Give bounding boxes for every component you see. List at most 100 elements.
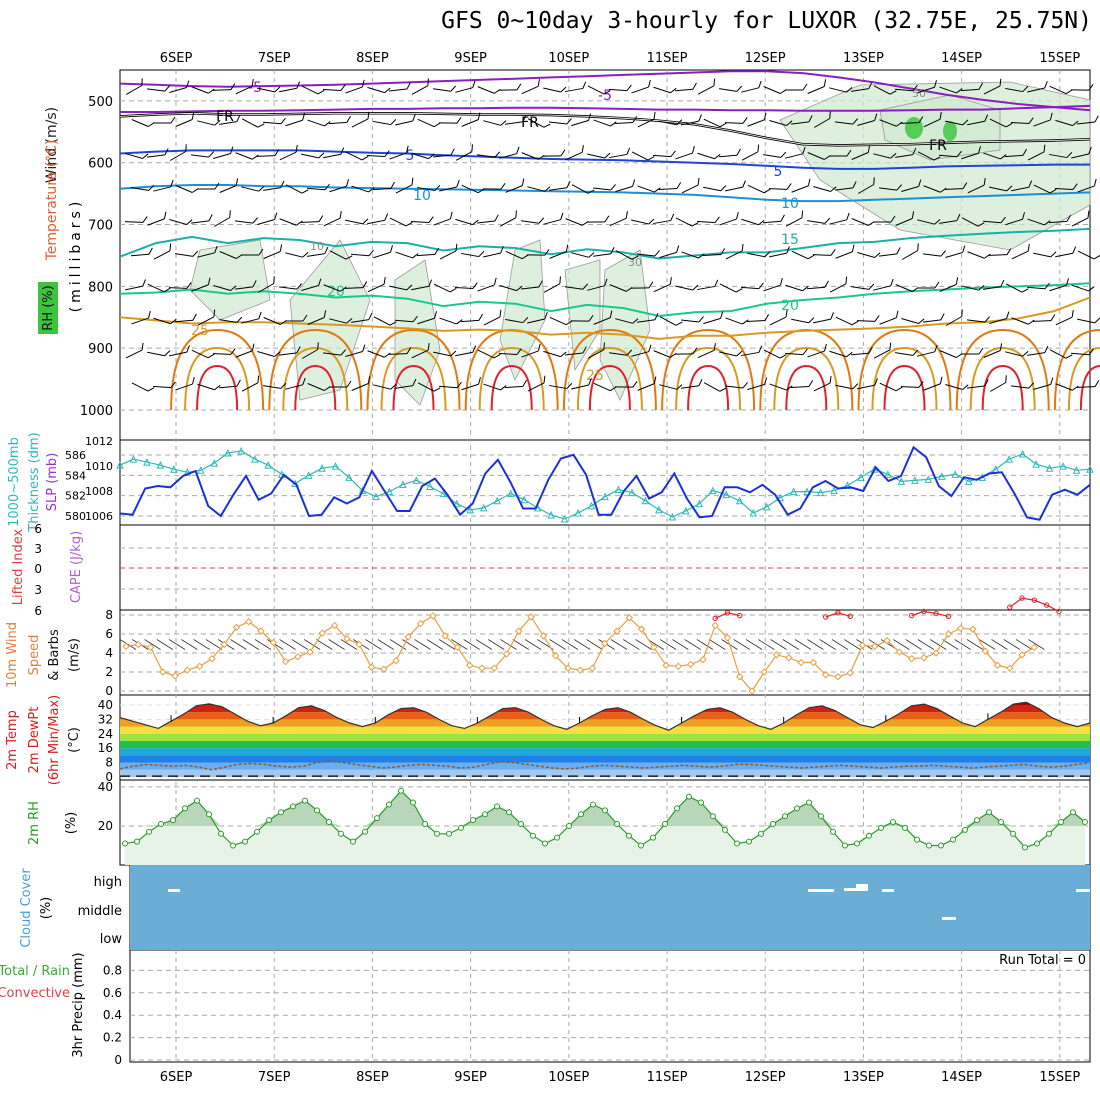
wind-barb	[895, 147, 917, 158]
wind-barb-flag	[1088, 147, 1092, 155]
wind-barb	[740, 282, 764, 290]
lifted-index-line	[825, 612, 851, 618]
thickness-marker	[331, 462, 340, 470]
wind-barb-staff	[1049, 85, 1067, 95]
wind-barb-flag	[786, 120, 793, 126]
thickness-marker	[520, 495, 528, 504]
wind-barb-flag	[384, 352, 391, 358]
wind-barb	[147, 211, 167, 226]
thickness-marker	[668, 512, 677, 521]
wind-barb-flag	[581, 145, 584, 153]
wind-barb-staff	[323, 284, 341, 292]
wind-barb-staff	[895, 154, 913, 158]
wind-barb	[307, 119, 331, 127]
rh-marker	[302, 797, 308, 804]
wind-barb	[873, 85, 897, 95]
wind-barb-flag	[544, 186, 551, 192]
wind-barb	[614, 116, 638, 124]
thickness-marker	[385, 487, 394, 496]
wind-barb-staff	[372, 187, 392, 191]
wind-barb	[945, 309, 963, 326]
wind-speed-marker	[748, 687, 756, 695]
wind-barb-flag	[675, 321, 683, 326]
wind-barb	[417, 311, 437, 325]
wind-barb	[967, 379, 989, 389]
wind-barb	[967, 251, 991, 259]
wind-barb-staff	[719, 218, 737, 226]
wind-barb-flag	[757, 144, 760, 152]
thickness-marker	[722, 490, 731, 499]
wind-barb-flag	[582, 346, 587, 354]
wind-barb-staff	[477, 86, 495, 94]
lifted-index-marker	[712, 615, 718, 622]
thickness-marker	[156, 461, 165, 469]
wind-barb-flag	[207, 277, 211, 285]
panel-frame	[119, 439, 1091, 526]
wind-barb-flag	[280, 180, 285, 188]
warm-isotherm	[1067, 347, 1100, 411]
wind-barb	[1048, 214, 1071, 224]
isotherm-line	[119, 70, 1091, 112]
rh-marker	[146, 828, 152, 835]
wind-tick: 8	[105, 608, 113, 622]
wind-barb	[279, 283, 303, 290]
wind-barb-flag	[918, 318, 925, 324]
wind-barb-staff	[702, 254, 722, 256]
wind-barb	[608, 84, 632, 92]
wind-barb-flag	[735, 288, 743, 293]
rh-marker	[1082, 819, 1088, 826]
axis-label-wind: Wind (m/s)	[44, 107, 60, 183]
wind-barb-flag	[559, 276, 561, 284]
thickness-marker	[345, 473, 353, 481]
isotherm-label: FR	[216, 109, 234, 125]
wind-barb	[329, 250, 353, 260]
wind-barb	[593, 310, 613, 325]
wind-barb-flag	[302, 314, 308, 322]
rh-marker	[374, 815, 380, 822]
wind-barb	[373, 383, 397, 390]
wind-barb-staff	[219, 121, 237, 125]
surface-wind-barb	[144, 639, 161, 650]
wind-barb-flag	[632, 380, 638, 388]
wind-barb-flag	[956, 150, 962, 158]
wind-barb-staff	[857, 120, 875, 126]
wind-barb	[438, 381, 462, 389]
wind-barb-staff	[1076, 386, 1096, 388]
wind-barb-flag	[384, 150, 390, 157]
wind-barb-staff	[256, 155, 276, 157]
wind-barb-staff	[784, 352, 804, 356]
wind-barb	[681, 251, 705, 259]
wind-barb	[631, 79, 651, 94]
wind-barb-staff	[235, 152, 253, 160]
wind-barb-staff	[565, 218, 583, 226]
date-label-top: 15SEP	[1039, 51, 1080, 66]
slp-tick: 1006	[85, 510, 113, 523]
wind-barb-staff	[812, 254, 832, 256]
wind-barb	[829, 212, 850, 225]
wind-barb-flag	[1005, 375, 1007, 383]
wind-barb	[131, 382, 155, 392]
wind-barb	[147, 85, 171, 92]
wind-barb	[829, 86, 853, 93]
wind-barb	[835, 316, 859, 326]
wind-barb-staff	[967, 385, 985, 389]
wind-barb-flag	[977, 222, 985, 227]
wind-barb-flag	[324, 183, 330, 191]
axis-label-wind10m: (m/s)	[67, 638, 82, 672]
wind-barb-flag	[560, 212, 564, 220]
surface-wind-barb	[807, 639, 824, 650]
wind-barb-flag	[626, 84, 632, 91]
wind-barb	[702, 248, 726, 256]
wind-barb	[388, 82, 411, 92]
wind-barb	[631, 218, 655, 225]
wind-barb-staff	[945, 316, 963, 326]
wind-barb	[703, 118, 727, 128]
wind-barb	[696, 216, 720, 224]
wind-barb	[1055, 383, 1079, 391]
wind-barb-flag	[785, 309, 788, 318]
wind-barb-staff	[147, 88, 165, 92]
wind-barb	[609, 349, 633, 356]
wind-barb-staff	[1077, 318, 1095, 324]
wind-barb-flag	[1050, 314, 1056, 321]
wind-barb-flag	[867, 145, 871, 153]
